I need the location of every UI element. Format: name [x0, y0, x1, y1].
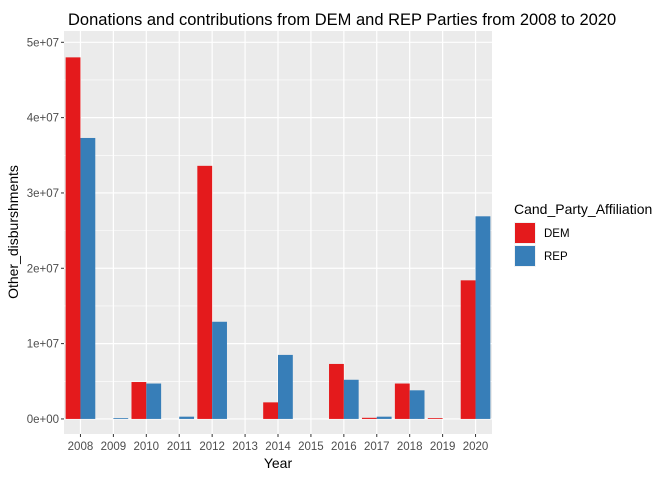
- y-tick-label: 4e+07: [27, 113, 59, 125]
- legend-swatch-rep: [515, 246, 535, 266]
- bar-dem-2010: [131, 382, 147, 419]
- bar-dem-2014: [263, 402, 278, 419]
- legend-label-dem: DEM: [544, 228, 570, 240]
- bar-rep-2016: [343, 379, 359, 419]
- legend: Cand_Party_Affiliation DEM REP: [514, 201, 652, 267]
- x-tick-label: 2016: [331, 441, 357, 453]
- bar-rep-2010: [146, 383, 162, 419]
- x-tick-label: 2012: [199, 441, 225, 453]
- y-tick-label: 5e+07: [27, 37, 59, 49]
- legend-title: Cand_Party_Affiliation: [514, 201, 652, 217]
- y-tick-label: 0e+00: [27, 414, 59, 426]
- bar-rep-2011: [179, 416, 195, 419]
- x-tick-label: 2014: [265, 441, 291, 453]
- y-tick-label: 1e+07: [27, 339, 59, 351]
- x-tick-label: 2011: [167, 441, 192, 453]
- bar-dem-2018: [394, 383, 410, 419]
- bar-rep-2018: [409, 390, 425, 419]
- x-tick-label: 2009: [101, 441, 127, 453]
- bar-rep-2020: [475, 216, 491, 419]
- bar-dem-2020: [460, 280, 476, 419]
- legend-swatch-dem: [515, 223, 535, 243]
- bar-rep-2009: [113, 418, 129, 419]
- bars: [65, 57, 491, 419]
- x-tick-label: 2008: [68, 441, 94, 453]
- x-tick-label: 2020: [463, 441, 489, 453]
- y-axis-ticks: 0e+00 1e+07 2e+07 3e+07 4e+07 5e+07: [27, 37, 64, 426]
- bar-rep-2008: [80, 137, 96, 419]
- x-tick-label: 2017: [364, 441, 390, 453]
- chart-title: Donations and contributions from DEM and…: [68, 11, 616, 29]
- legend-label-rep: REP: [544, 251, 568, 263]
- bar-rep-2012: [212, 321, 227, 419]
- x-axis-ticks: 2008 2009 2010 2011 2012 2013 2014 2015 2016 2017…: [68, 434, 489, 453]
- bar-dem-2019: [427, 418, 443, 419]
- x-tick-label: 2018: [397, 441, 423, 453]
- x-tick-label: 2019: [430, 441, 456, 453]
- x-tick-label: 2013: [232, 441, 258, 453]
- bar-rep-2017: [376, 416, 392, 419]
- y-axis-title: Other_disburshments: [5, 165, 21, 299]
- x-tick-label: 2010: [134, 441, 160, 453]
- y-tick-label: 2e+07: [27, 263, 59, 275]
- bar-rep-2014: [278, 354, 293, 419]
- bar-dem-2012: [197, 165, 213, 419]
- y-tick-label: 3e+07: [27, 188, 59, 200]
- bar-dem-2016: [329, 363, 344, 419]
- x-tick-label: 2015: [298, 441, 324, 453]
- bar-dem-2017: [361, 417, 377, 419]
- x-axis-title: Year: [264, 455, 293, 471]
- bar-dem-2008: [65, 57, 81, 419]
